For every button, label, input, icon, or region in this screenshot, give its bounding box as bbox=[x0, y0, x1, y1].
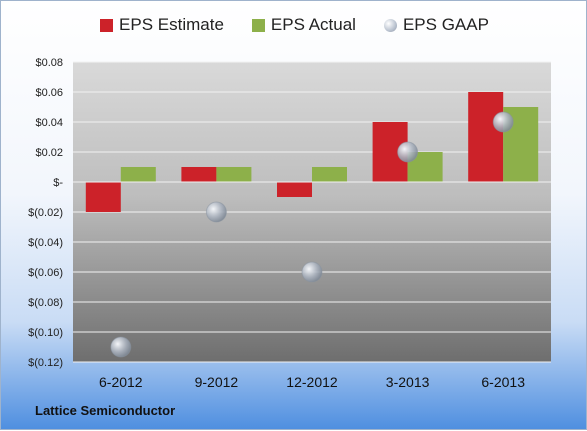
y-tick-label: $0.04 bbox=[35, 117, 63, 129]
x-tick-label: 6-2012 bbox=[99, 374, 143, 390]
bar-eps-estimate bbox=[468, 92, 504, 182]
legend-swatch-eps-gaap bbox=[383, 18, 397, 32]
bar-eps-actual bbox=[312, 167, 347, 182]
y-tick-label: $(0.08) bbox=[28, 297, 63, 309]
bubble-eps-gaap bbox=[397, 141, 419, 163]
legend-item-eps-actual: EPS Actual bbox=[251, 15, 356, 35]
y-tick-label: $(0.10) bbox=[28, 327, 63, 339]
bar-eps-estimate bbox=[181, 167, 217, 182]
bar-eps-actual bbox=[216, 167, 252, 182]
bubble-eps-gaap bbox=[492, 111, 514, 133]
bubble-eps-gaap bbox=[110, 336, 132, 358]
y-tick-label: $(0.02) bbox=[28, 207, 63, 219]
legend-label-eps-estimate: EPS Estimate bbox=[119, 15, 224, 34]
y-tick-label: $(0.04) bbox=[28, 237, 63, 249]
x-tick-label: 6-2013 bbox=[481, 374, 525, 390]
legend-label-eps-actual: EPS Actual bbox=[270, 15, 356, 34]
bar-eps-estimate bbox=[85, 182, 121, 212]
legend: EPS Estimate EPS Actual EPS GAAP bbox=[1, 15, 587, 35]
x-tick-label: 3-2013 bbox=[386, 374, 430, 390]
y-tick-label: $(0.06) bbox=[28, 267, 63, 279]
y-tick-label: $(0.12) bbox=[28, 357, 63, 369]
bubble-eps-gaap bbox=[301, 261, 323, 283]
legend-item-eps-gaap: EPS GAAP bbox=[383, 15, 489, 35]
source-label: Lattice Semiconductor bbox=[35, 403, 176, 418]
legend-swatch-eps-actual bbox=[251, 18, 265, 32]
legend-swatch-eps-estimate bbox=[100, 18, 114, 32]
bubble-eps-gaap bbox=[205, 201, 227, 223]
x-tick-label: 12-2012 bbox=[286, 374, 338, 390]
bar-eps-estimate bbox=[277, 182, 312, 197]
legend-item-eps-estimate: EPS Estimate bbox=[100, 15, 224, 35]
y-tick-label: $0.02 bbox=[35, 147, 63, 159]
y-tick-label: $0.06 bbox=[35, 87, 63, 99]
y-tick-label: $0.08 bbox=[35, 57, 63, 69]
y-tick-label: $- bbox=[53, 177, 63, 189]
legend-label-eps-gaap: EPS GAAP bbox=[402, 15, 489, 34]
bar-eps-actual bbox=[120, 167, 156, 182]
x-tick-label: 9-2012 bbox=[195, 374, 239, 390]
